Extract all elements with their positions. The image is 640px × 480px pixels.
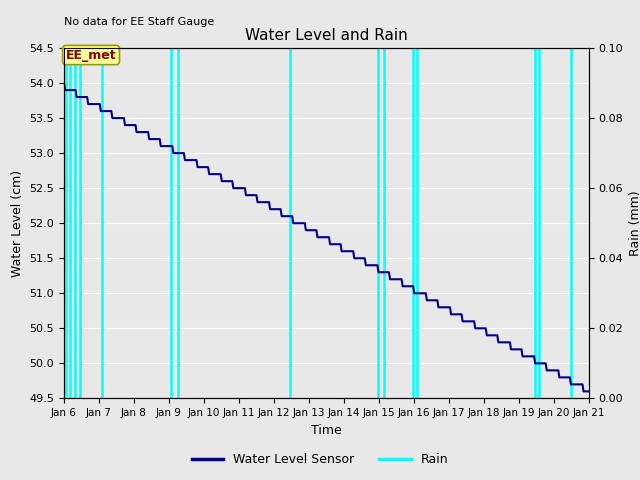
Y-axis label: Water Level (cm): Water Level (cm)	[11, 169, 24, 277]
Legend: Water Level Sensor, Rain: Water Level Sensor, Rain	[187, 448, 453, 471]
X-axis label: Time: Time	[311, 424, 342, 437]
Y-axis label: Rain (mm): Rain (mm)	[629, 191, 640, 256]
Text: EE_met: EE_met	[66, 48, 116, 61]
Text: No data for EE Staff Gauge: No data for EE Staff Gauge	[64, 17, 214, 27]
Title: Water Level and Rain: Water Level and Rain	[245, 28, 408, 43]
